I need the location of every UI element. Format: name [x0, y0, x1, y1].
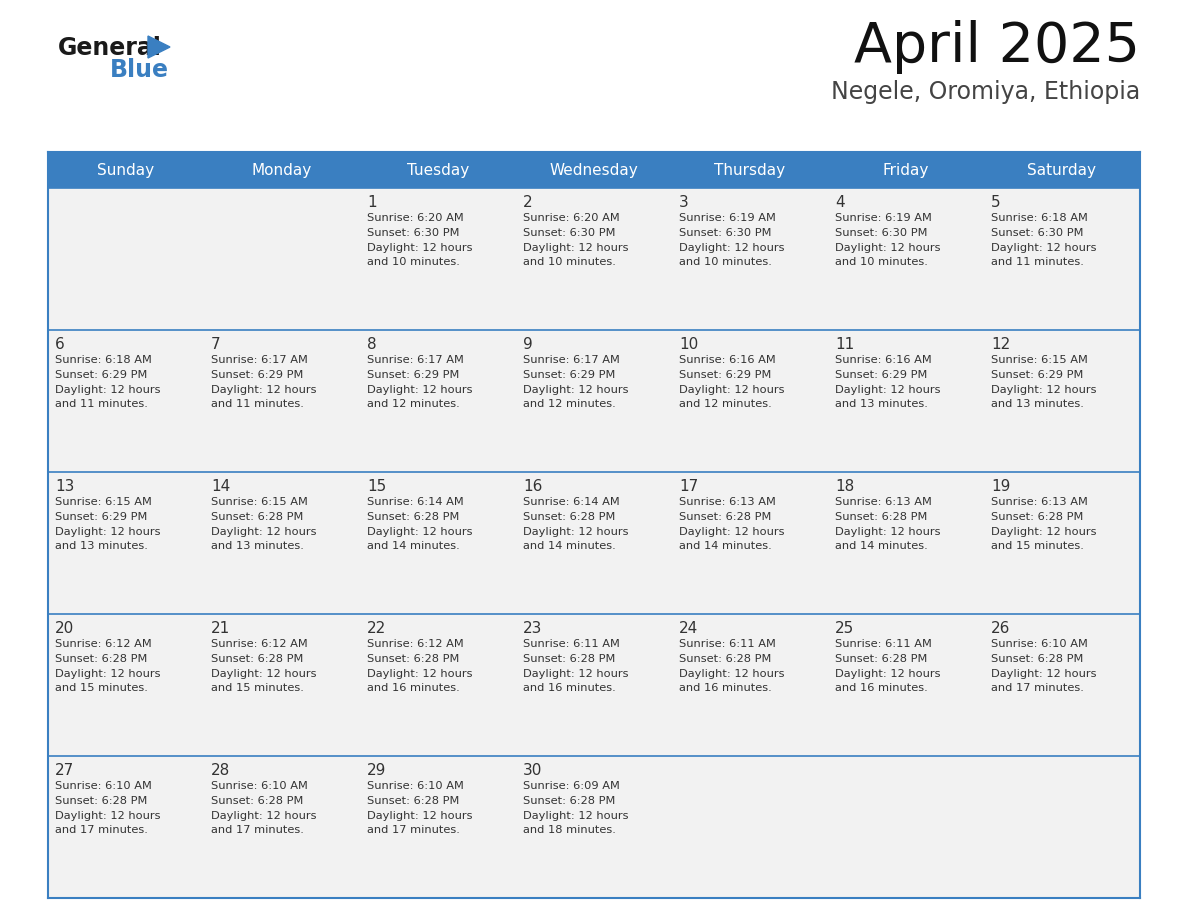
Text: 16: 16	[523, 479, 543, 494]
Text: 26: 26	[991, 621, 1010, 636]
Text: 11: 11	[835, 337, 854, 352]
Text: Negele, Oromiya, Ethiopia: Negele, Oromiya, Ethiopia	[830, 80, 1140, 104]
Text: 24: 24	[680, 621, 699, 636]
Bar	[48, 614, 1140, 756]
Text: 20: 20	[55, 621, 74, 636]
Text: 28: 28	[211, 763, 230, 778]
Text: Sunrise: 6:16 AM
Sunset: 6:29 PM
Daylight: 12 hours
and 13 minutes.: Sunrise: 6:16 AM Sunset: 6:29 PM Dayligh…	[835, 355, 941, 409]
Text: 9: 9	[523, 337, 532, 352]
Text: Sunrise: 6:17 AM
Sunset: 6:29 PM
Daylight: 12 hours
and 12 minutes.: Sunrise: 6:17 AM Sunset: 6:29 PM Dayligh…	[523, 355, 628, 409]
Text: Sunrise: 6:20 AM
Sunset: 6:30 PM
Daylight: 12 hours
and 10 minutes.: Sunrise: 6:20 AM Sunset: 6:30 PM Dayligh…	[523, 213, 628, 267]
Bar	[48, 152, 1140, 188]
Text: Sunrise: 6:11 AM
Sunset: 6:28 PM
Daylight: 12 hours
and 16 minutes.: Sunrise: 6:11 AM Sunset: 6:28 PM Dayligh…	[835, 639, 941, 693]
Text: 13: 13	[55, 479, 75, 494]
Text: Sunrise: 6:17 AM
Sunset: 6:29 PM
Daylight: 12 hours
and 11 minutes.: Sunrise: 6:17 AM Sunset: 6:29 PM Dayligh…	[211, 355, 316, 409]
Text: 23: 23	[523, 621, 543, 636]
Text: 18: 18	[835, 479, 854, 494]
Text: Sunrise: 6:14 AM
Sunset: 6:28 PM
Daylight: 12 hours
and 14 minutes.: Sunrise: 6:14 AM Sunset: 6:28 PM Dayligh…	[523, 497, 628, 552]
Text: 22: 22	[367, 621, 386, 636]
Text: 6: 6	[55, 337, 65, 352]
Text: Sunrise: 6:15 AM
Sunset: 6:28 PM
Daylight: 12 hours
and 13 minutes.: Sunrise: 6:15 AM Sunset: 6:28 PM Dayligh…	[211, 497, 316, 552]
Text: 10: 10	[680, 337, 699, 352]
Text: 3: 3	[680, 195, 689, 210]
Text: 14: 14	[211, 479, 230, 494]
Text: Sunrise: 6:10 AM
Sunset: 6:28 PM
Daylight: 12 hours
and 17 minutes.: Sunrise: 6:10 AM Sunset: 6:28 PM Dayligh…	[55, 781, 160, 835]
Text: Sunrise: 6:12 AM
Sunset: 6:28 PM
Daylight: 12 hours
and 15 minutes.: Sunrise: 6:12 AM Sunset: 6:28 PM Dayligh…	[211, 639, 316, 693]
Text: Sunday: Sunday	[97, 162, 154, 177]
Text: 27: 27	[55, 763, 74, 778]
Text: Sunrise: 6:19 AM
Sunset: 6:30 PM
Daylight: 12 hours
and 10 minutes.: Sunrise: 6:19 AM Sunset: 6:30 PM Dayligh…	[835, 213, 941, 267]
Text: Sunrise: 6:10 AM
Sunset: 6:28 PM
Daylight: 12 hours
and 17 minutes.: Sunrise: 6:10 AM Sunset: 6:28 PM Dayligh…	[211, 781, 316, 835]
Text: Sunrise: 6:19 AM
Sunset: 6:30 PM
Daylight: 12 hours
and 10 minutes.: Sunrise: 6:19 AM Sunset: 6:30 PM Dayligh…	[680, 213, 784, 267]
Polygon shape	[148, 36, 170, 58]
Text: Sunrise: 6:11 AM
Sunset: 6:28 PM
Daylight: 12 hours
and 16 minutes.: Sunrise: 6:11 AM Sunset: 6:28 PM Dayligh…	[523, 639, 628, 693]
Bar	[48, 756, 1140, 898]
Text: Sunrise: 6:12 AM
Sunset: 6:28 PM
Daylight: 12 hours
and 15 minutes.: Sunrise: 6:12 AM Sunset: 6:28 PM Dayligh…	[55, 639, 160, 693]
Text: 29: 29	[367, 763, 386, 778]
Text: Sunrise: 6:10 AM
Sunset: 6:28 PM
Daylight: 12 hours
and 17 minutes.: Sunrise: 6:10 AM Sunset: 6:28 PM Dayligh…	[991, 639, 1097, 693]
Text: Monday: Monday	[252, 162, 312, 177]
Text: 12: 12	[991, 337, 1010, 352]
Text: Friday: Friday	[883, 162, 929, 177]
Text: 7: 7	[211, 337, 221, 352]
Text: Sunrise: 6:10 AM
Sunset: 6:28 PM
Daylight: 12 hours
and 17 minutes.: Sunrise: 6:10 AM Sunset: 6:28 PM Dayligh…	[367, 781, 473, 835]
Text: 21: 21	[211, 621, 230, 636]
Text: Sunrise: 6:14 AM
Sunset: 6:28 PM
Daylight: 12 hours
and 14 minutes.: Sunrise: 6:14 AM Sunset: 6:28 PM Dayligh…	[367, 497, 473, 552]
Bar	[48, 330, 1140, 472]
Text: Sunrise: 6:13 AM
Sunset: 6:28 PM
Daylight: 12 hours
and 15 minutes.: Sunrise: 6:13 AM Sunset: 6:28 PM Dayligh…	[991, 497, 1097, 552]
Text: 30: 30	[523, 763, 543, 778]
Text: 5: 5	[991, 195, 1000, 210]
Text: Sunrise: 6:16 AM
Sunset: 6:29 PM
Daylight: 12 hours
and 12 minutes.: Sunrise: 6:16 AM Sunset: 6:29 PM Dayligh…	[680, 355, 784, 409]
Text: 8: 8	[367, 337, 377, 352]
Text: Blue: Blue	[110, 58, 169, 82]
Text: 19: 19	[991, 479, 1010, 494]
Text: Sunrise: 6:11 AM
Sunset: 6:28 PM
Daylight: 12 hours
and 16 minutes.: Sunrise: 6:11 AM Sunset: 6:28 PM Dayligh…	[680, 639, 784, 693]
Text: Sunrise: 6:20 AM
Sunset: 6:30 PM
Daylight: 12 hours
and 10 minutes.: Sunrise: 6:20 AM Sunset: 6:30 PM Dayligh…	[367, 213, 473, 267]
Text: Sunrise: 6:18 AM
Sunset: 6:30 PM
Daylight: 12 hours
and 11 minutes.: Sunrise: 6:18 AM Sunset: 6:30 PM Dayligh…	[991, 213, 1097, 267]
Text: Sunrise: 6:18 AM
Sunset: 6:29 PM
Daylight: 12 hours
and 11 minutes.: Sunrise: 6:18 AM Sunset: 6:29 PM Dayligh…	[55, 355, 160, 409]
Text: Sunrise: 6:13 AM
Sunset: 6:28 PM
Daylight: 12 hours
and 14 minutes.: Sunrise: 6:13 AM Sunset: 6:28 PM Dayligh…	[835, 497, 941, 552]
Text: Sunrise: 6:13 AM
Sunset: 6:28 PM
Daylight: 12 hours
and 14 minutes.: Sunrise: 6:13 AM Sunset: 6:28 PM Dayligh…	[680, 497, 784, 552]
Text: Sunrise: 6:12 AM
Sunset: 6:28 PM
Daylight: 12 hours
and 16 minutes.: Sunrise: 6:12 AM Sunset: 6:28 PM Dayligh…	[367, 639, 473, 693]
Text: Sunrise: 6:17 AM
Sunset: 6:29 PM
Daylight: 12 hours
and 12 minutes.: Sunrise: 6:17 AM Sunset: 6:29 PM Dayligh…	[367, 355, 473, 409]
Text: Sunrise: 6:15 AM
Sunset: 6:29 PM
Daylight: 12 hours
and 13 minutes.: Sunrise: 6:15 AM Sunset: 6:29 PM Dayligh…	[991, 355, 1097, 409]
Text: Sunrise: 6:15 AM
Sunset: 6:29 PM
Daylight: 12 hours
and 13 minutes.: Sunrise: 6:15 AM Sunset: 6:29 PM Dayligh…	[55, 497, 160, 552]
Text: April 2025: April 2025	[854, 20, 1140, 74]
Text: General: General	[58, 36, 162, 60]
Text: 4: 4	[835, 195, 845, 210]
Text: 15: 15	[367, 479, 386, 494]
Text: Wednesday: Wednesday	[550, 162, 638, 177]
Text: 25: 25	[835, 621, 854, 636]
Bar	[48, 188, 1140, 330]
Text: 2: 2	[523, 195, 532, 210]
Text: Tuesday: Tuesday	[406, 162, 469, 177]
Text: 1: 1	[367, 195, 377, 210]
Text: 17: 17	[680, 479, 699, 494]
Bar	[48, 472, 1140, 614]
Text: Thursday: Thursday	[714, 162, 785, 177]
Text: Saturday: Saturday	[1028, 162, 1097, 177]
Text: Sunrise: 6:09 AM
Sunset: 6:28 PM
Daylight: 12 hours
and 18 minutes.: Sunrise: 6:09 AM Sunset: 6:28 PM Dayligh…	[523, 781, 628, 835]
